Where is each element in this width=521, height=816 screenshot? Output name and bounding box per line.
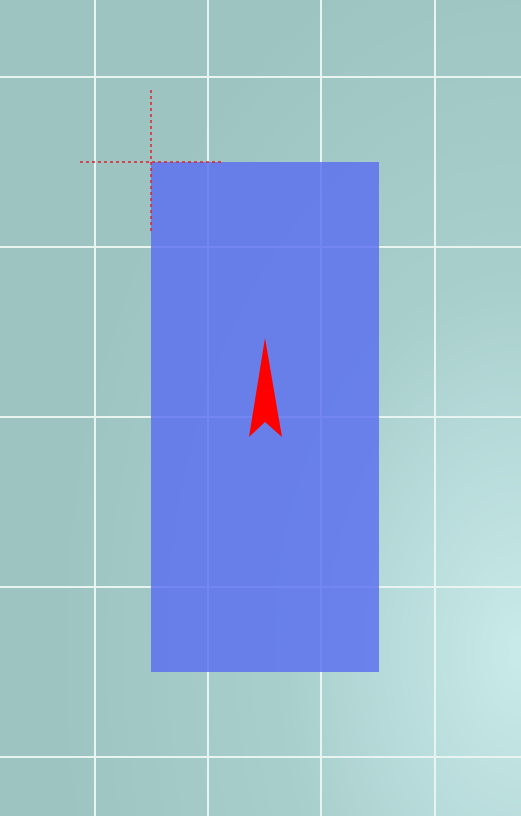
- canvas-view: [0, 0, 521, 816]
- page: [0, 0, 521, 816]
